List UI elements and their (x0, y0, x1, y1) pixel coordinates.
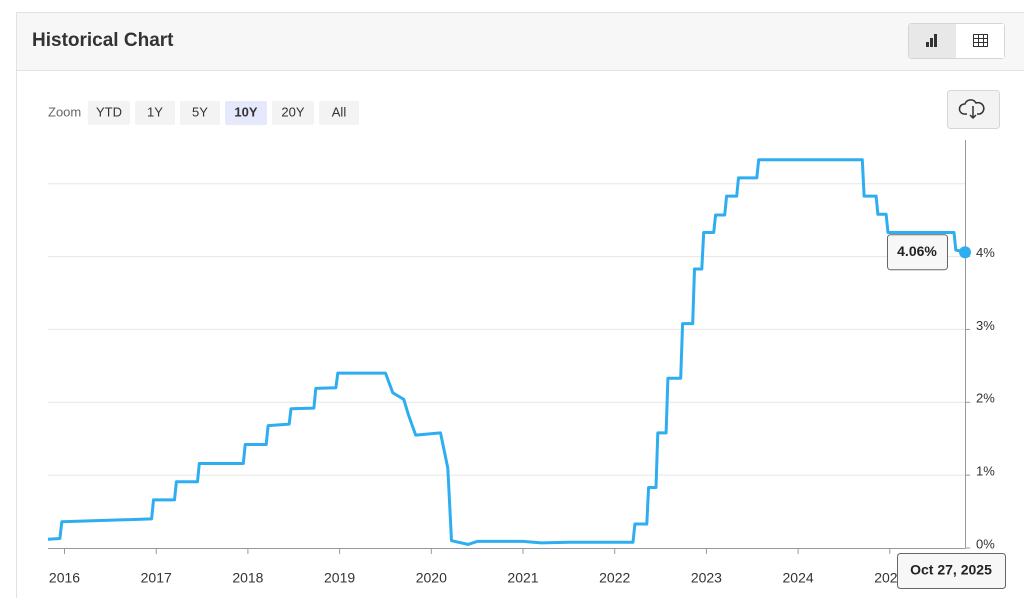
icon (934, 34, 937, 47)
zoom-button-label[interactable]: 20Y (281, 104, 304, 119)
icon (926, 42, 929, 47)
header-title: Historical Chart (32, 30, 174, 51)
y-tick-label: 3% (976, 318, 995, 333)
download-button[interactable] (948, 91, 1000, 129)
x-tick-label: 2021 (507, 570, 538, 586)
x-tick-label: 2022 (599, 570, 630, 586)
x-tick-label: 2017 (141, 570, 172, 586)
zoom-button-label[interactable]: 1Y (147, 104, 163, 119)
zoom-button-label[interactable]: YTD (96, 104, 122, 119)
x-tick-label: 2024 (783, 570, 814, 586)
x-tick-label: 2020 (416, 570, 447, 586)
zoom-button-label[interactable]: 10Y (234, 104, 257, 119)
y-tick-label: 1% (976, 464, 995, 479)
y-tick-label: 2% (976, 391, 995, 406)
zoom-label: Zoom (48, 104, 81, 119)
x-tick-label: 2018 (232, 570, 263, 586)
x-tick-label: 2023 (691, 570, 722, 586)
tooltip-value: 4.06% (897, 243, 937, 259)
zoom-button-label[interactable]: 5Y (192, 104, 208, 119)
x-tick-label: 2019 (324, 570, 355, 586)
y-tick-label: 4% (976, 245, 995, 260)
y-tick-label: 0% (976, 536, 995, 551)
hover-point (959, 246, 971, 258)
x-tick-label: 2016 (49, 570, 80, 586)
card (17, 13, 1024, 599)
tooltip-date: Oct 27, 2025 (910, 562, 992, 578)
zoom-button-label[interactable]: All (332, 104, 347, 119)
view-toggle (909, 24, 1005, 59)
icon (930, 38, 933, 47)
table-view-button[interactable] (956, 24, 1004, 58)
